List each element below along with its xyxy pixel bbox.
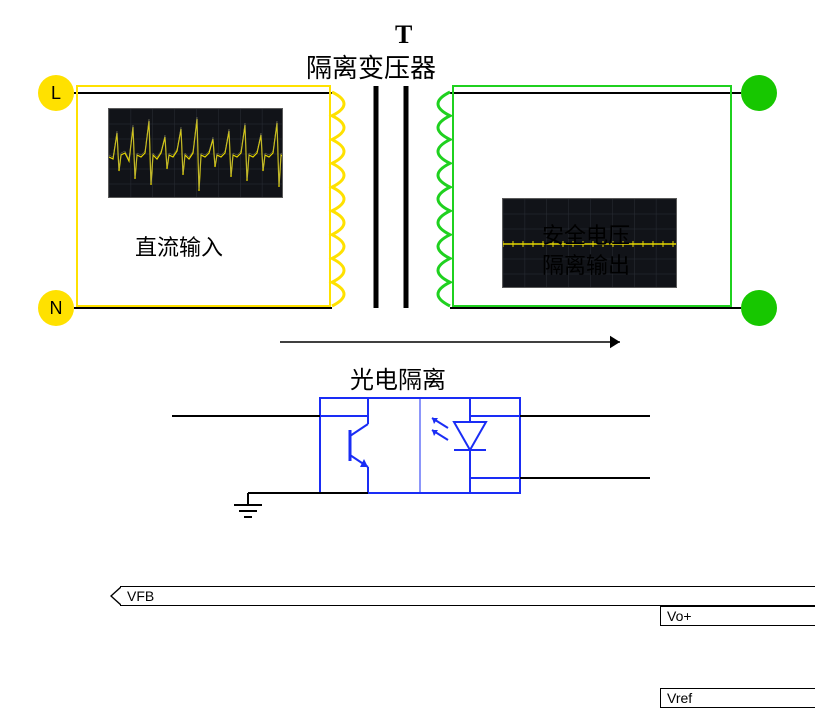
opto-title: 光电隔离 (350, 360, 446, 395)
left-block-label: 直流输入 (135, 230, 223, 262)
pin-vref: Vref (660, 688, 815, 708)
right-block-label-line1: 安全电压 (542, 218, 630, 250)
isolation-diagram: T 隔离变压器 L N 直流输入 安全电压 隔离输出 光电隔离 VFB Vo+ … (0, 0, 815, 548)
right-block-label-line2: 隔离输出 (542, 248, 630, 280)
pin-vref-text: Vref (667, 690, 692, 706)
pin-vo-plus-text: Vo+ (667, 608, 692, 624)
pin-vo-plus: Vo+ (660, 606, 815, 626)
scope-noisy (108, 108, 283, 198)
pin-vfb: VFB (120, 586, 815, 606)
pin-vfb-text: VFB (127, 588, 154, 604)
